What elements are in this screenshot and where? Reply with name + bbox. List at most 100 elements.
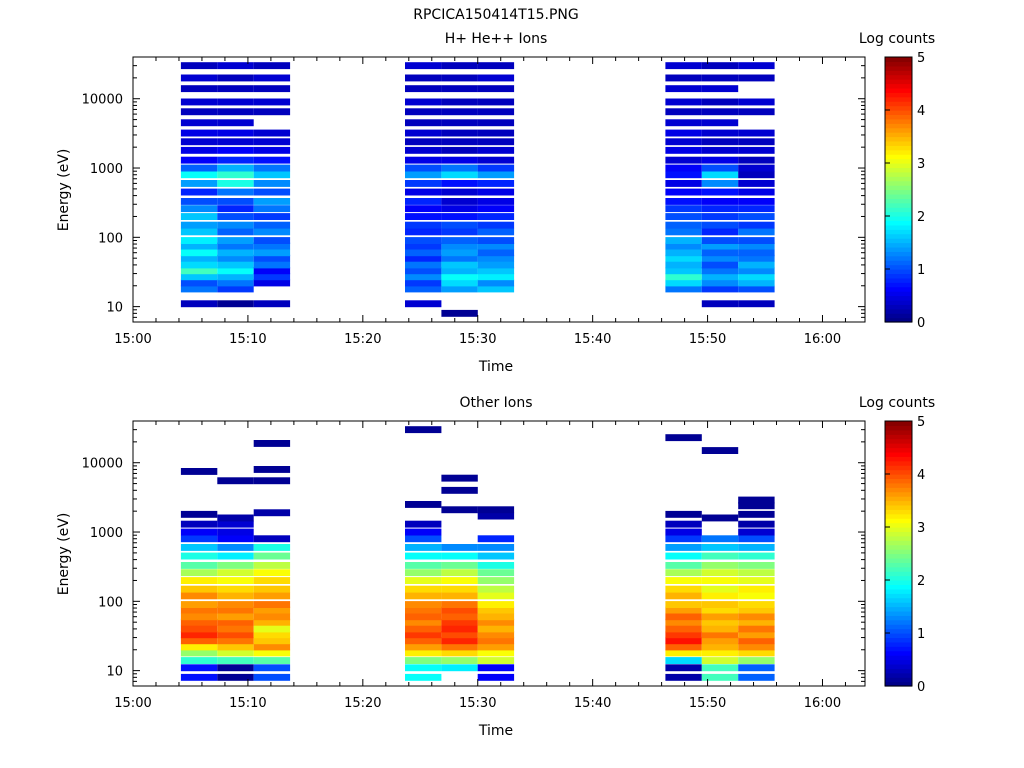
heatmap-cell [441, 592, 478, 600]
heatmap-cell [253, 221, 291, 229]
heatmap-cell [217, 514, 254, 522]
heatmap-cell [217, 520, 254, 528]
heatmap-cell [405, 198, 442, 205]
heatmap-cell [701, 577, 739, 584]
heatmap-cell [665, 129, 702, 137]
colorbar-segment [885, 185, 912, 191]
heatmap-cell [180, 279, 218, 287]
colorbar-segment [885, 469, 912, 475]
heatmap-cell [217, 221, 254, 229]
heatmap-cell [701, 237, 739, 244]
colorbar-segment [885, 487, 912, 493]
colorbar-segment [885, 180, 912, 186]
heatmap-cell [253, 618, 291, 626]
heatmap-cell [477, 601, 515, 608]
heatmap-cell [738, 242, 775, 250]
x-axis-label: Time [478, 359, 513, 375]
heatmap-cell [217, 267, 254, 275]
heatmap-cell [477, 267, 515, 275]
heatmap-cell [738, 171, 775, 179]
colorbar-segment [885, 624, 912, 630]
heatmap-cell [441, 606, 478, 614]
colorbar-segment [885, 540, 912, 546]
heatmap-cell [701, 171, 739, 179]
heatmap-cell [217, 577, 254, 584]
heatmap-cell [738, 129, 775, 137]
colorbar-segment [885, 597, 912, 603]
colorbar-segment [885, 163, 912, 169]
colorbar-segment [885, 628, 912, 634]
colorbar-segment [885, 114, 912, 120]
heatmap-cell [441, 486, 478, 494]
heatmap-cell [180, 637, 218, 645]
colorbar-segment [885, 220, 912, 226]
heatmap-cell [738, 631, 775, 639]
heatmap-cell [665, 228, 702, 236]
heatmap-cell [738, 228, 775, 236]
colorbar-segment [885, 557, 912, 563]
heatmap-cell [701, 279, 739, 287]
heatmap-cell [477, 613, 515, 621]
colorbar-segment [885, 140, 912, 146]
x-tick-label: 15:40 [574, 332, 611, 347]
heatmap-cell [253, 673, 291, 681]
heatmap-cell [441, 213, 478, 220]
heatmap-cell [701, 625, 739, 633]
colorbar-segment [885, 451, 912, 457]
heatmap-cell [180, 171, 218, 179]
heatmap-cell [665, 156, 702, 164]
heatmap-cell [253, 300, 291, 308]
colorbar-segment [885, 229, 912, 235]
colorbar-segment [885, 553, 912, 559]
heatmap-cell [441, 156, 478, 164]
heatmap-cell [701, 649, 739, 657]
heatmap-cell [738, 205, 775, 213]
heatmap-cell [701, 447, 739, 454]
heatmap-cell [253, 657, 291, 664]
colorbar-tick-label: 3 [917, 521, 925, 536]
colorbar-segment [885, 522, 912, 528]
heatmap-cell [477, 592, 515, 600]
colorbar-segment [885, 615, 912, 621]
heatmap-cell [477, 637, 515, 645]
colorbar-segment [885, 295, 912, 301]
y-axis-label: Energy (eV) [56, 149, 72, 232]
colorbar-segment [885, 87, 912, 93]
heatmap-cell [738, 613, 775, 621]
heatmap-cell [738, 535, 775, 543]
heatmap-cell [701, 552, 739, 560]
heatmap-cell [665, 198, 702, 205]
heatmap-cell [253, 649, 291, 657]
colorbar-segment [885, 242, 912, 248]
heatmap-cell [405, 205, 442, 213]
heatmap-cell [405, 426, 442, 434]
heatmap-cell [738, 237, 775, 244]
heatmap-cell [665, 237, 702, 244]
heatmap-cell [738, 643, 775, 651]
heatmap-cell [180, 657, 218, 664]
heatmap-cell [180, 108, 218, 116]
colorbar-segment [885, 149, 912, 155]
colorbar-segment [885, 482, 912, 488]
colorbar-segment [885, 101, 912, 107]
heatmap-cell [253, 477, 291, 485]
heatmap-cell [405, 74, 442, 82]
heatmap-cell [405, 85, 442, 93]
colorbar-segment [885, 198, 912, 204]
heatmap-cell [180, 631, 218, 639]
heatmap-cell [738, 528, 775, 536]
colorbar-segment [885, 255, 912, 261]
heatmap-cell [477, 585, 515, 593]
heatmap-cell [253, 613, 291, 621]
heatmap-cell [701, 213, 739, 220]
heatmap-cell [738, 108, 775, 116]
heatmap-cell [253, 273, 291, 281]
heatmap-cell [405, 562, 442, 569]
heatmap-cell [477, 228, 515, 236]
heatmap-cell [253, 146, 291, 154]
heatmap-cell [217, 119, 254, 127]
heatmap-cell [738, 180, 775, 187]
heatmap-cell [180, 625, 218, 633]
heatmap-cell [738, 98, 775, 106]
heatmap-cells [180, 62, 775, 317]
